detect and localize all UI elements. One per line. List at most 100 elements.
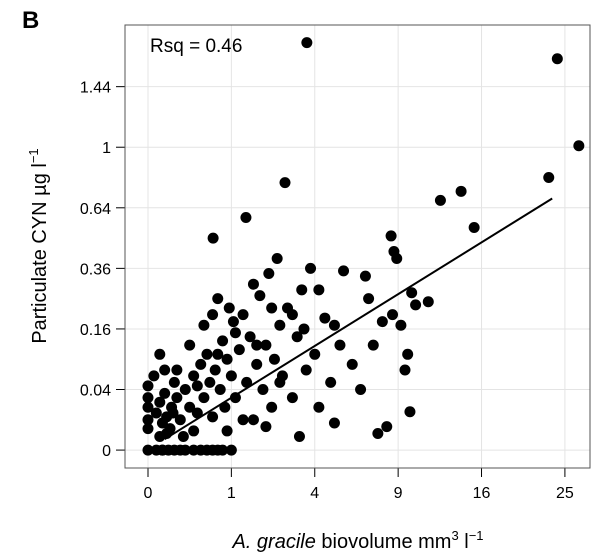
point: [422, 296, 434, 308]
point: [217, 335, 229, 347]
point: [363, 293, 375, 305]
point: [171, 364, 183, 376]
x-label-sup: −1: [469, 528, 484, 543]
point: [268, 353, 280, 365]
point: [355, 384, 367, 396]
x-label-text: biovolume mm: [316, 531, 452, 553]
point: [229, 392, 241, 404]
x-label-text: l: [459, 531, 469, 553]
point: [251, 339, 263, 351]
point: [164, 423, 176, 435]
point: [212, 348, 224, 360]
x-tick-label: 0: [144, 485, 153, 502]
point: [260, 339, 272, 351]
point: [142, 414, 154, 426]
x-label-italic: A. gracile: [231, 531, 315, 553]
y-label-text: Particulate CYN µg l: [29, 163, 51, 343]
point: [191, 407, 203, 419]
point: [399, 364, 411, 376]
point: [225, 444, 237, 456]
point: [184, 401, 196, 413]
point: [404, 406, 416, 418]
point: [291, 331, 303, 343]
point: [195, 358, 207, 370]
y-tick-label: 0.36: [80, 261, 111, 278]
point: [274, 376, 286, 388]
point: [305, 262, 317, 274]
point: [198, 319, 210, 331]
point: [247, 278, 259, 290]
point: [338, 265, 350, 277]
point: [381, 421, 393, 433]
point: [298, 323, 310, 335]
point: [313, 401, 325, 413]
point: [410, 299, 422, 311]
point: [188, 425, 200, 437]
point: [395, 319, 407, 331]
point: [254, 290, 266, 302]
point: [263, 267, 275, 279]
y-tick-label: 1: [102, 140, 111, 157]
y-tick-label: 0.16: [80, 322, 111, 339]
point: [201, 348, 213, 360]
point: [402, 348, 414, 360]
point: [214, 384, 226, 396]
point: [271, 253, 283, 265]
point: [240, 211, 252, 223]
point: [150, 407, 162, 419]
x-tick-label: 1: [227, 485, 236, 502]
point: [388, 245, 400, 257]
point: [293, 431, 305, 443]
point: [184, 339, 196, 351]
x-tick-label: 4: [310, 485, 319, 502]
point: [142, 401, 154, 413]
point: [376, 316, 388, 328]
point: [406, 287, 418, 299]
point: [142, 380, 154, 392]
annotation: Rsq = 0.46: [150, 36, 242, 57]
y-axis-label: Particulate CYN µg l−1: [26, 148, 51, 343]
point: [207, 309, 219, 321]
point: [207, 411, 219, 423]
point: [328, 417, 340, 429]
point: [251, 358, 263, 370]
point: [177, 431, 189, 443]
point: [279, 177, 291, 189]
point: [142, 444, 154, 456]
point: [313, 284, 325, 296]
point: [179, 444, 191, 456]
point: [237, 414, 249, 426]
point: [286, 392, 298, 404]
point: [204, 376, 216, 388]
point: [309, 348, 321, 360]
panel-label: B: [22, 7, 39, 34]
point: [286, 309, 298, 321]
y-tick-label: 0.64: [80, 201, 111, 218]
point: [154, 348, 166, 360]
point: [319, 312, 331, 324]
point: [434, 194, 446, 206]
point: [148, 370, 160, 382]
point: [551, 53, 563, 65]
point: [334, 339, 346, 351]
y-tick-label: 1.44: [80, 80, 111, 97]
point: [274, 319, 286, 331]
point: [266, 302, 278, 314]
point: [543, 172, 555, 184]
point: [223, 302, 235, 314]
point: [237, 309, 249, 321]
point: [171, 392, 183, 404]
x-label-sup: 3: [451, 528, 458, 543]
point: [154, 396, 166, 408]
point: [359, 270, 371, 282]
point: [156, 444, 168, 456]
point: [468, 222, 480, 234]
point: [212, 293, 224, 305]
point: [573, 140, 585, 152]
point: [191, 380, 203, 392]
x-tick-label: 25: [556, 485, 574, 502]
point: [346, 358, 358, 370]
point: [167, 407, 179, 419]
point: [244, 331, 256, 343]
